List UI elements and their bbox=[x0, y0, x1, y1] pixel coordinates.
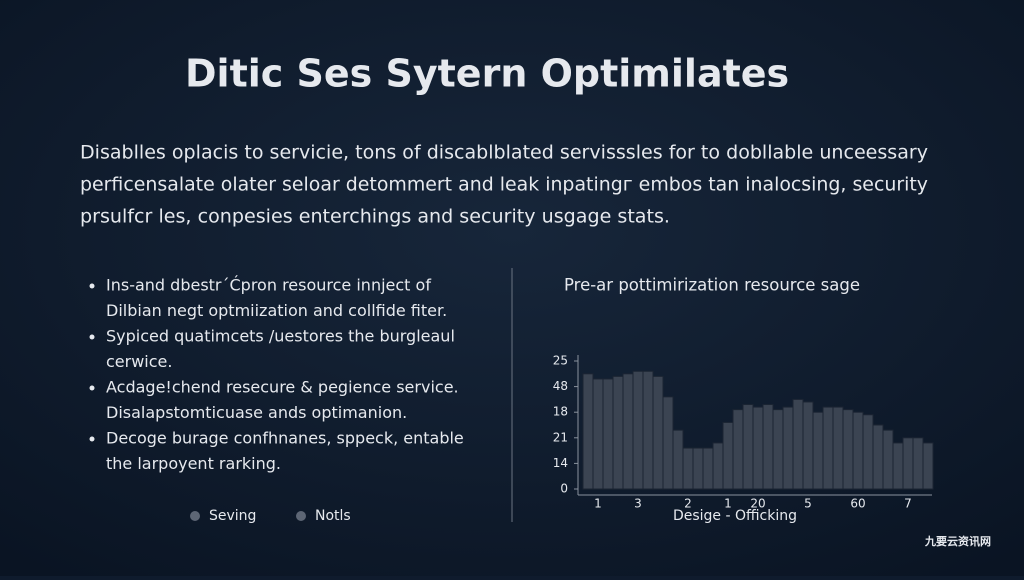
bar bbox=[882, 429, 894, 490]
bar bbox=[832, 406, 844, 490]
bar bbox=[782, 406, 794, 490]
bar bbox=[662, 396, 674, 490]
watermark: 九要云资讯网 bbox=[924, 534, 991, 548]
bullet-dot bbox=[89, 385, 95, 391]
bar bbox=[902, 437, 914, 490]
bar bbox=[642, 370, 654, 490]
bullet-text: Decoge burage confhnanes, sppeck, entabl… bbox=[106, 429, 464, 448]
legend-dot bbox=[296, 511, 306, 521]
bar bbox=[762, 404, 774, 490]
x-tick-label: 1 bbox=[594, 497, 602, 511]
bullet-dot bbox=[89, 334, 95, 340]
bar bbox=[602, 378, 614, 490]
y-tick-label: 21 bbox=[553, 430, 568, 444]
bar bbox=[652, 375, 664, 490]
y-tick-label: 18 bbox=[553, 405, 568, 419]
bar bbox=[692, 447, 704, 490]
bar bbox=[772, 409, 784, 490]
bullet-text: Ins-and dbestr´Ćpron resource innject of bbox=[106, 276, 431, 295]
legend-dot bbox=[190, 511, 200, 521]
bullet-text: Disalapstomticuase ands optimanion. bbox=[106, 403, 407, 422]
bar bbox=[592, 378, 604, 490]
bar bbox=[612, 375, 624, 490]
bar bbox=[802, 401, 814, 490]
bar bbox=[912, 437, 924, 490]
x-tick-label: 5 bbox=[804, 497, 812, 511]
y-tick-label: 25 bbox=[553, 354, 568, 368]
bullet-text: cerwice. bbox=[106, 352, 172, 371]
intro-line: Disablles oplacis to servicie, tons of d… bbox=[80, 142, 928, 164]
x-axis-title: Desige - Officking bbox=[673, 508, 797, 524]
bar bbox=[632, 370, 644, 490]
bar bbox=[872, 424, 884, 490]
x-tick-label: 20 bbox=[750, 497, 765, 511]
y-tick-label: 48 bbox=[553, 379, 568, 393]
x-tick-label: 1 bbox=[724, 497, 732, 511]
y-tick-label: 0 bbox=[560, 482, 568, 496]
bullet-dot bbox=[89, 283, 95, 289]
bullet-text: Sypiced quatimcets /uestores the burglea… bbox=[106, 327, 455, 346]
intro-line: prsulfcr les, conpesies enterchings and … bbox=[80, 206, 670, 228]
bar bbox=[812, 411, 824, 490]
bar bbox=[752, 406, 764, 490]
bar bbox=[622, 373, 634, 490]
bar bbox=[582, 373, 594, 490]
bullet-text: the larpoyent rarking. bbox=[106, 454, 281, 473]
bar bbox=[702, 447, 714, 490]
intro-line: perficensalate olater seloar detommert a… bbox=[80, 174, 928, 196]
bar bbox=[712, 442, 724, 490]
bar bbox=[922, 442, 934, 490]
x-tick-label: 3 bbox=[634, 497, 642, 511]
chart-title: Pre-ar pottimirization resource sage bbox=[564, 276, 860, 295]
bar bbox=[682, 447, 694, 490]
x-tick-label: 2 bbox=[684, 497, 692, 511]
bullet-text: Acdage!chend resecure & pegience service… bbox=[106, 378, 459, 397]
bullet-dot bbox=[89, 436, 95, 442]
y-tick-label: 14 bbox=[553, 456, 568, 470]
legend-label: Notls bbox=[315, 508, 351, 524]
bar bbox=[892, 442, 904, 490]
bar bbox=[842, 409, 854, 490]
x-tick-label: 7 bbox=[904, 497, 912, 511]
bar bbox=[822, 406, 834, 490]
bar bbox=[732, 409, 744, 490]
bar bbox=[852, 411, 864, 490]
x-tick-label: 60 bbox=[850, 497, 865, 511]
bar bbox=[862, 414, 874, 490]
title: Ditic Ses Sytern Optimilates bbox=[185, 52, 789, 96]
legend-label: Seving bbox=[209, 508, 256, 524]
bullet-text: Dilbian negt optmiization and collfide f… bbox=[106, 301, 447, 320]
bar bbox=[722, 421, 734, 490]
bar bbox=[672, 429, 684, 490]
bar bbox=[792, 398, 804, 490]
bar bbox=[742, 404, 754, 490]
